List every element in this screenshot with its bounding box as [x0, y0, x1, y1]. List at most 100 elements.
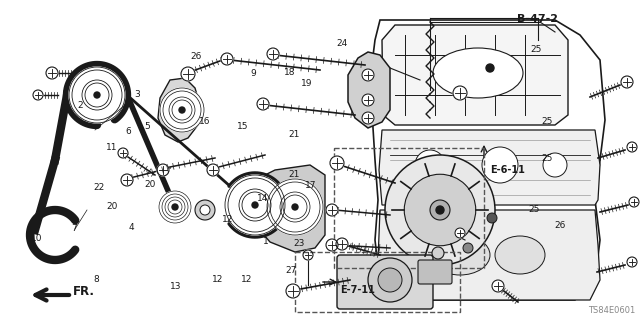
- Text: 16: 16: [199, 117, 211, 126]
- Circle shape: [157, 164, 169, 176]
- Circle shape: [94, 92, 100, 98]
- Text: 19: 19: [301, 79, 313, 88]
- Text: 22: 22: [93, 183, 105, 192]
- FancyBboxPatch shape: [337, 255, 433, 309]
- Circle shape: [267, 179, 323, 235]
- Text: 25: 25: [541, 154, 553, 163]
- Circle shape: [621, 76, 633, 88]
- Text: 26: 26: [191, 52, 202, 61]
- Circle shape: [436, 206, 444, 214]
- Circle shape: [362, 69, 374, 81]
- Circle shape: [487, 213, 497, 223]
- Text: 1: 1: [263, 237, 268, 246]
- Circle shape: [330, 156, 344, 170]
- Circle shape: [195, 200, 215, 220]
- Text: 12: 12: [212, 276, 223, 284]
- Circle shape: [292, 204, 298, 210]
- FancyBboxPatch shape: [418, 260, 452, 284]
- Circle shape: [432, 247, 444, 259]
- Ellipse shape: [495, 236, 545, 274]
- Text: B-47-2: B-47-2: [518, 14, 559, 24]
- Text: 12: 12: [221, 215, 233, 224]
- Text: 15: 15: [237, 122, 249, 131]
- Circle shape: [207, 164, 219, 176]
- Circle shape: [385, 155, 495, 265]
- Circle shape: [368, 258, 412, 302]
- Text: 6: 6: [125, 127, 131, 136]
- Polygon shape: [382, 25, 568, 125]
- Text: 4: 4: [129, 223, 134, 232]
- Polygon shape: [158, 78, 200, 142]
- Text: 11: 11: [106, 143, 118, 152]
- Text: 2: 2: [77, 101, 83, 110]
- Text: 13: 13: [170, 282, 182, 291]
- Circle shape: [326, 204, 338, 216]
- Text: 21: 21: [289, 130, 300, 139]
- Polygon shape: [370, 20, 605, 300]
- Text: 20: 20: [145, 180, 156, 188]
- Text: 18: 18: [284, 68, 295, 76]
- Circle shape: [181, 67, 195, 81]
- Text: 21: 21: [289, 170, 300, 179]
- Polygon shape: [379, 130, 600, 205]
- Polygon shape: [378, 210, 600, 300]
- Text: 24: 24: [337, 39, 348, 48]
- Text: E-6-11: E-6-11: [490, 165, 525, 175]
- Circle shape: [627, 257, 637, 267]
- Circle shape: [362, 112, 374, 124]
- Circle shape: [430, 200, 450, 220]
- Circle shape: [629, 197, 639, 207]
- Circle shape: [267, 48, 279, 60]
- Circle shape: [225, 175, 285, 235]
- Circle shape: [160, 88, 204, 132]
- Circle shape: [455, 228, 465, 238]
- Text: 26: 26: [554, 221, 566, 230]
- Circle shape: [362, 94, 374, 106]
- Text: TS84E0601: TS84E0601: [588, 306, 635, 315]
- Circle shape: [252, 202, 258, 208]
- Text: 25: 25: [541, 117, 553, 126]
- Ellipse shape: [433, 48, 523, 98]
- Polygon shape: [348, 52, 390, 128]
- Circle shape: [121, 174, 133, 186]
- Text: E-7-11: E-7-11: [340, 285, 375, 295]
- Circle shape: [200, 205, 210, 215]
- Circle shape: [33, 90, 43, 100]
- Circle shape: [326, 239, 338, 251]
- Circle shape: [482, 147, 518, 183]
- Bar: [334, 148, 484, 268]
- Text: 17: 17: [305, 181, 316, 190]
- Circle shape: [627, 142, 637, 152]
- Circle shape: [404, 174, 476, 246]
- Circle shape: [453, 86, 467, 100]
- Circle shape: [303, 250, 313, 260]
- Text: 23: 23: [294, 239, 305, 248]
- Text: FR.: FR.: [73, 285, 95, 298]
- Circle shape: [172, 204, 178, 210]
- Circle shape: [69, 67, 125, 123]
- Circle shape: [46, 67, 58, 79]
- Circle shape: [221, 53, 233, 65]
- Text: 9: 9: [251, 69, 256, 78]
- Text: 7: 7: [71, 224, 76, 233]
- Circle shape: [492, 280, 504, 292]
- Text: 10: 10: [31, 234, 42, 243]
- Text: 3: 3: [135, 90, 140, 99]
- Text: 27: 27: [285, 266, 297, 275]
- Text: 20: 20: [106, 202, 118, 211]
- Circle shape: [378, 268, 402, 292]
- Text: 8: 8: [93, 276, 99, 284]
- Bar: [295, 252, 460, 312]
- Ellipse shape: [430, 235, 490, 275]
- Circle shape: [415, 150, 445, 180]
- Text: 5: 5: [145, 122, 150, 131]
- Circle shape: [336, 238, 348, 250]
- Text: 25: 25: [531, 45, 542, 54]
- Circle shape: [118, 148, 128, 158]
- Text: 25: 25: [529, 205, 540, 214]
- Circle shape: [486, 64, 494, 72]
- Circle shape: [257, 98, 269, 110]
- Text: 12: 12: [241, 276, 252, 284]
- Circle shape: [286, 284, 300, 298]
- Circle shape: [159, 191, 191, 223]
